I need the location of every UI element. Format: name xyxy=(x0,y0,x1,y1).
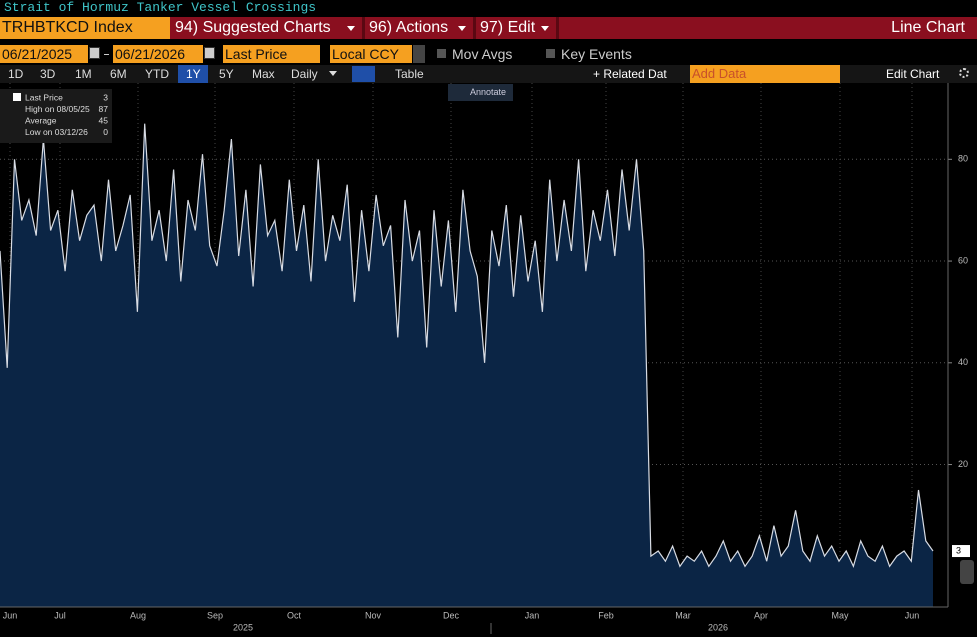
x-tick-label: Apr xyxy=(754,610,768,620)
calendar-icon[interactable] xyxy=(204,47,215,59)
period[interactable]: YTD xyxy=(145,67,169,81)
chart-icon[interactable] xyxy=(352,66,375,82)
period[interactable]: 6M xyxy=(110,67,127,81)
legend-label: Low on 03/12/26 xyxy=(25,127,88,137)
x-tick-label: Jul xyxy=(54,610,66,620)
option-key-events[interactable]: Key Events xyxy=(561,46,632,62)
calendar-icon[interactable] xyxy=(89,47,100,59)
period[interactable]: 5Y xyxy=(219,67,234,81)
edit-chart[interactable]: Edit Chart xyxy=(886,67,940,81)
annotate-button[interactable]: Annotate xyxy=(448,84,513,101)
currency-dropdown[interactable] xyxy=(413,45,425,63)
x-tick-label: Dec xyxy=(443,610,460,620)
legend-value: 87 xyxy=(99,104,109,114)
option-mov-avgs[interactable]: Mov Avgs xyxy=(452,46,513,62)
legend-value: 3 xyxy=(103,92,108,102)
period[interactable]: Max xyxy=(252,67,275,81)
x-tick-label: Sep xyxy=(207,610,223,620)
year-label: 2025 xyxy=(233,622,253,632)
menu-edit[interactable]: 97) Edit xyxy=(480,19,536,36)
menu-actions[interactable]: 96) Actions xyxy=(369,19,449,36)
dropdown-arrow xyxy=(347,26,355,31)
dropdown-arrow xyxy=(329,71,337,76)
selected-period xyxy=(178,65,208,83)
menu-suggested[interactable]: 94) Suggested Charts xyxy=(175,19,331,36)
legend-label: Average xyxy=(25,115,57,125)
add-data-input[interactable]: Add Data xyxy=(690,65,840,83)
frequency[interactable]: Daily xyxy=(291,67,318,81)
scroll-handle xyxy=(960,560,974,584)
period[interactable]: 1M xyxy=(75,67,92,81)
legend-value: 0 xyxy=(103,127,108,137)
last-price-label: 3 xyxy=(956,545,961,555)
settings-icon[interactable] xyxy=(959,68,969,78)
start-date[interactable]: 06/21/2025 xyxy=(0,45,88,63)
legend-value: 45 xyxy=(99,115,109,125)
last-price-tag xyxy=(952,545,970,558)
area xyxy=(0,123,933,607)
legend-label: High on 08/05/25 xyxy=(25,104,90,114)
dropdown-arrow xyxy=(541,26,549,31)
separator xyxy=(556,17,559,39)
table-button[interactable]: Table xyxy=(395,67,424,81)
field-input[interactable]: Last Price xyxy=(223,45,320,63)
checkbox[interactable] xyxy=(437,49,446,58)
x-tick-label: Feb xyxy=(598,610,614,620)
y-tick-label: 60 xyxy=(958,255,968,265)
period[interactable]: 3D xyxy=(40,67,56,81)
x-tick-label: Aug xyxy=(130,610,146,620)
x-tick-label: Jan xyxy=(525,610,540,620)
related-data[interactable]: + Related Dat xyxy=(593,67,667,81)
legend-swatch xyxy=(13,93,21,101)
end-date[interactable]: 06/21/2026 xyxy=(113,45,203,63)
separator xyxy=(362,17,365,39)
view-label: Line Chart xyxy=(891,19,965,36)
window-title: Strait of Hormuz Tanker Vessel Crossings xyxy=(4,0,317,15)
y-tick-label: 80 xyxy=(958,154,968,164)
y-tick-label: 20 xyxy=(958,459,968,469)
year-label: 2026 xyxy=(708,622,728,632)
x-tick-label: Jun xyxy=(905,610,920,620)
checkbox[interactable] xyxy=(546,49,555,58)
separator xyxy=(473,17,476,39)
period[interactable]: 1D xyxy=(8,67,24,81)
legend-label: Last Price xyxy=(25,92,63,102)
period[interactable]: 1Y xyxy=(186,67,201,81)
x-tick-label: May xyxy=(831,610,849,620)
y-tick-label: 40 xyxy=(958,357,968,367)
x-tick-label: Nov xyxy=(365,610,382,620)
currency-input[interactable]: Local CCY xyxy=(330,45,412,63)
dropdown-arrow xyxy=(458,26,466,31)
line xyxy=(0,123,934,568)
x-tick-label: Jun xyxy=(3,610,18,620)
x-tick-label: Oct xyxy=(287,610,302,620)
security-input[interactable]: TRHBTKCD Index xyxy=(0,17,170,39)
menu-bar xyxy=(0,17,977,39)
x-tick-label: Mar xyxy=(675,610,691,620)
dash xyxy=(104,54,109,55)
